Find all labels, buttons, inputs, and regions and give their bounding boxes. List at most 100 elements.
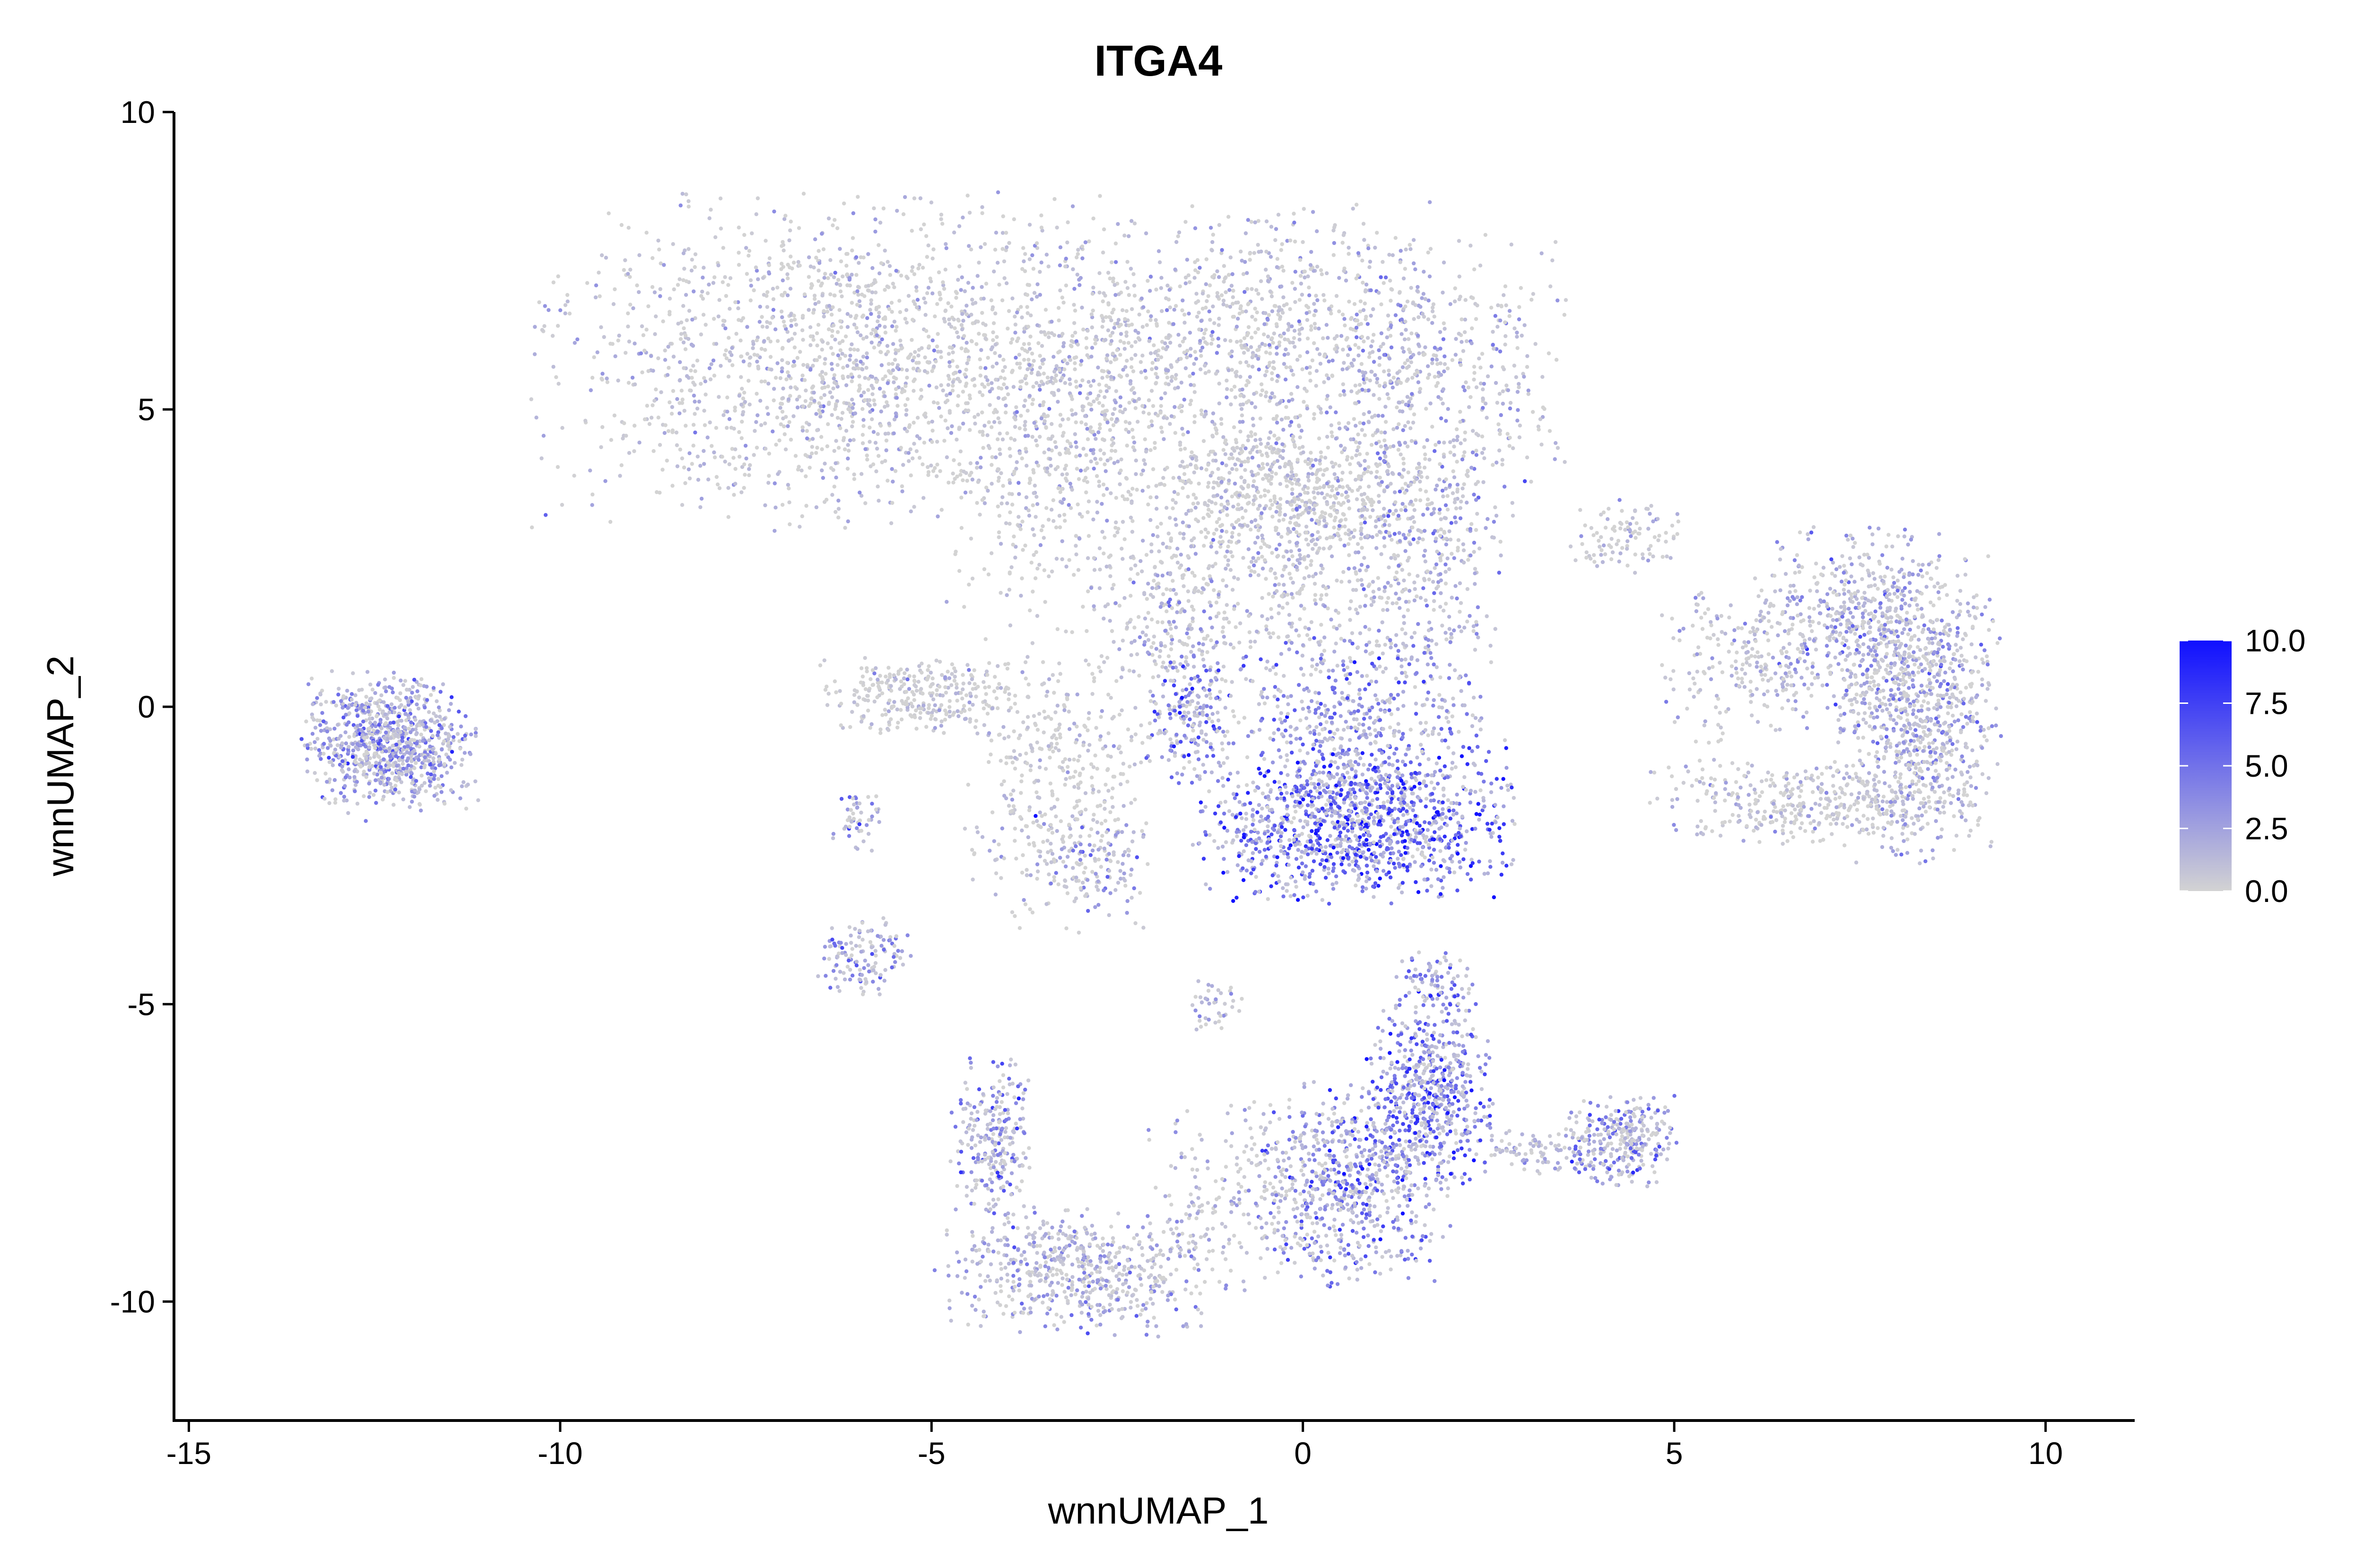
cell-point xyxy=(854,363,859,367)
cell-point xyxy=(1054,379,1058,383)
cell-point xyxy=(947,409,952,413)
cell-point xyxy=(844,263,849,268)
cell-point xyxy=(1125,260,1130,264)
cell-point xyxy=(830,367,834,372)
cell-point xyxy=(846,443,850,447)
cell-point xyxy=(1037,563,1042,567)
cell-point xyxy=(1270,502,1274,507)
cell-point xyxy=(910,265,915,269)
cell-point xyxy=(1401,457,1406,461)
cell-point xyxy=(690,258,694,262)
cell-point xyxy=(1292,211,1296,216)
cell-point xyxy=(1074,440,1078,444)
cell-point xyxy=(1010,337,1015,341)
cell-point xyxy=(910,318,915,322)
cell-point xyxy=(1398,489,1402,494)
cell-point xyxy=(1009,565,1014,570)
cell-point xyxy=(1146,638,1151,642)
cell-point xyxy=(1141,305,1146,309)
cell-point xyxy=(1536,424,1540,429)
cell-point xyxy=(1022,329,1026,334)
cell-point xyxy=(1347,528,1351,533)
cell-point xyxy=(1013,314,1017,319)
cell-point xyxy=(1289,502,1294,507)
cell-point xyxy=(1002,382,1006,387)
cell-point xyxy=(1281,554,1286,559)
cell-point xyxy=(1026,357,1031,362)
cell-point xyxy=(1230,467,1234,471)
cell-point xyxy=(1149,419,1154,424)
cell-point xyxy=(1216,661,1220,666)
cell-point xyxy=(1266,279,1270,283)
cell-point xyxy=(1117,604,1122,608)
cell-point xyxy=(1185,258,1190,262)
cell-point xyxy=(851,236,855,240)
cell-point xyxy=(1216,467,1220,471)
cell-point xyxy=(1489,364,1494,369)
cell-point xyxy=(1462,438,1467,442)
cell-point xyxy=(1422,466,1427,470)
cell-point xyxy=(1515,346,1520,350)
cell-point xyxy=(711,281,716,285)
cell-point xyxy=(733,300,738,304)
cell-point xyxy=(826,341,830,346)
cell-point xyxy=(1287,613,1292,617)
cell-point xyxy=(1032,533,1036,537)
cell-point xyxy=(1174,240,1179,244)
cell-point xyxy=(675,397,679,401)
cell-point xyxy=(1181,433,1185,437)
cell-point xyxy=(1034,381,1039,385)
cell-point xyxy=(1439,416,1443,421)
cell-point xyxy=(1217,223,1222,227)
cell-point xyxy=(1419,470,1423,475)
cell-point xyxy=(1310,358,1315,363)
cell-point xyxy=(978,512,982,517)
cell-point xyxy=(1105,374,1110,379)
cell-point xyxy=(1077,277,1081,282)
cell-point xyxy=(1413,267,1417,271)
cell-point xyxy=(1148,289,1152,293)
cell-point xyxy=(1321,566,1325,571)
cell-point xyxy=(911,456,915,460)
cell-point xyxy=(1255,535,1260,540)
cell-point xyxy=(980,205,984,209)
cell-point xyxy=(1278,543,1282,547)
cell-point xyxy=(1365,534,1370,538)
cell-point xyxy=(1373,373,1377,377)
cell-point xyxy=(919,388,923,392)
cell-point xyxy=(733,482,738,486)
cell-point xyxy=(915,305,919,310)
cell-point xyxy=(733,408,737,413)
cell-point xyxy=(1187,524,1191,528)
cell-point xyxy=(1319,268,1323,272)
cell-point xyxy=(1354,550,1358,554)
cell-point xyxy=(859,494,864,498)
cell-point xyxy=(1160,309,1164,313)
cell-point xyxy=(693,412,697,416)
cell-point xyxy=(1469,553,1473,558)
cell-point xyxy=(1252,392,1256,396)
cell-point xyxy=(1345,367,1349,371)
cell-point xyxy=(1425,497,1430,502)
cell-point xyxy=(1208,604,1213,608)
cell-point xyxy=(1239,447,1243,451)
cell-point xyxy=(926,470,931,474)
cell-point xyxy=(1348,347,1352,351)
cell-point xyxy=(1361,308,1366,312)
cell-point xyxy=(1101,482,1106,487)
cell-point xyxy=(1070,630,1074,634)
cell-point xyxy=(854,255,859,260)
cell-point xyxy=(751,346,755,350)
cell-point xyxy=(1074,385,1079,389)
cell-point xyxy=(1001,397,1006,401)
cell-point xyxy=(1122,341,1126,345)
cell-point xyxy=(739,375,743,379)
cell-point xyxy=(866,284,871,288)
cell-point xyxy=(830,395,834,399)
cell-point xyxy=(817,249,821,253)
cell-point xyxy=(1328,405,1332,409)
cell-point xyxy=(1339,477,1344,482)
cell-point xyxy=(1264,219,1269,224)
cell-point xyxy=(681,340,686,345)
cell-point xyxy=(1042,536,1046,540)
